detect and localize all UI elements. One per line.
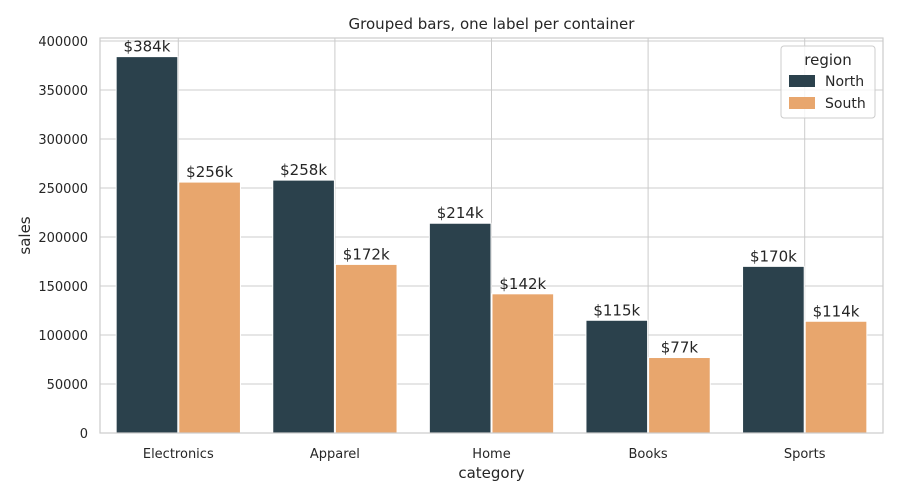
y-tick-label: 0 — [80, 427, 88, 442]
x-tick-label: Books — [629, 447, 668, 462]
x-tick-label: Sports — [784, 447, 826, 462]
bar-north-books — [585, 319, 649, 434]
x-tick-label: Home — [472, 447, 510, 462]
bar-value-label: $115k — [593, 301, 640, 319]
bar-north-apparel — [272, 179, 335, 434]
bar-value-label: $256k — [186, 163, 233, 181]
bar-value-label: $214k — [437, 204, 484, 222]
bar-north-electronics — [115, 56, 179, 434]
bar-value-label: $384k — [124, 38, 171, 56]
bar-value-label: $172k — [343, 245, 390, 263]
y-tick-labels: 0 50000 100000 150000 200000 250000 300000 3500… — [38, 35, 88, 442]
bar-south-electronics — [178, 181, 241, 434]
legend-swatch-south — [789, 97, 815, 109]
bar-value-label: $258k — [280, 161, 327, 179]
y-tick-label: 250000 — [38, 182, 88, 197]
bar-south-home — [491, 293, 555, 434]
legend-label-north: North — [825, 74, 864, 90]
y-tick-label: 50000 — [47, 378, 88, 393]
x-tick-label: Apparel — [310, 447, 360, 462]
y-tick-label: 150000 — [38, 280, 88, 295]
bar-south-sports — [804, 320, 868, 434]
bar-labels: $384k $258k $214k $115k $170k $256k $172k $142k… — [124, 38, 860, 357]
chart-title: Grouped bars, one label per container — [349, 15, 636, 33]
bars — [115, 56, 868, 434]
y-axis-title: sales — [16, 216, 34, 254]
bar-north-sports — [742, 265, 805, 434]
legend-swatch-north — [789, 75, 815, 87]
x-axis-title: category — [458, 464, 524, 482]
bar-north-home — [428, 222, 492, 434]
bar-south-apparel — [334, 263, 398, 434]
y-tick-label: 200000 — [38, 231, 88, 246]
bar-value-label: $170k — [750, 247, 797, 265]
plot-frame — [99, 37, 884, 434]
legend-items: North South — [789, 74, 866, 112]
legend: region North South — [780, 45, 876, 119]
legend-title: region — [804, 51, 851, 69]
bar-south-books — [648, 357, 711, 434]
x-tick-labels: Electronics Apparel Home Books Sports — [143, 447, 826, 462]
y-tick-label: 350000 — [38, 84, 88, 99]
x-tick-label: Electronics — [143, 447, 214, 462]
y-tick-label: 300000 — [38, 133, 88, 148]
bar-value-label: $77k — [661, 339, 699, 357]
y-tick-label: 400000 — [38, 35, 88, 50]
legend-label-south: South — [825, 96, 866, 112]
bar-value-label: $142k — [499, 275, 546, 293]
bar-value-label: $114k — [813, 302, 860, 320]
y-tick-label: 100000 — [38, 329, 88, 344]
